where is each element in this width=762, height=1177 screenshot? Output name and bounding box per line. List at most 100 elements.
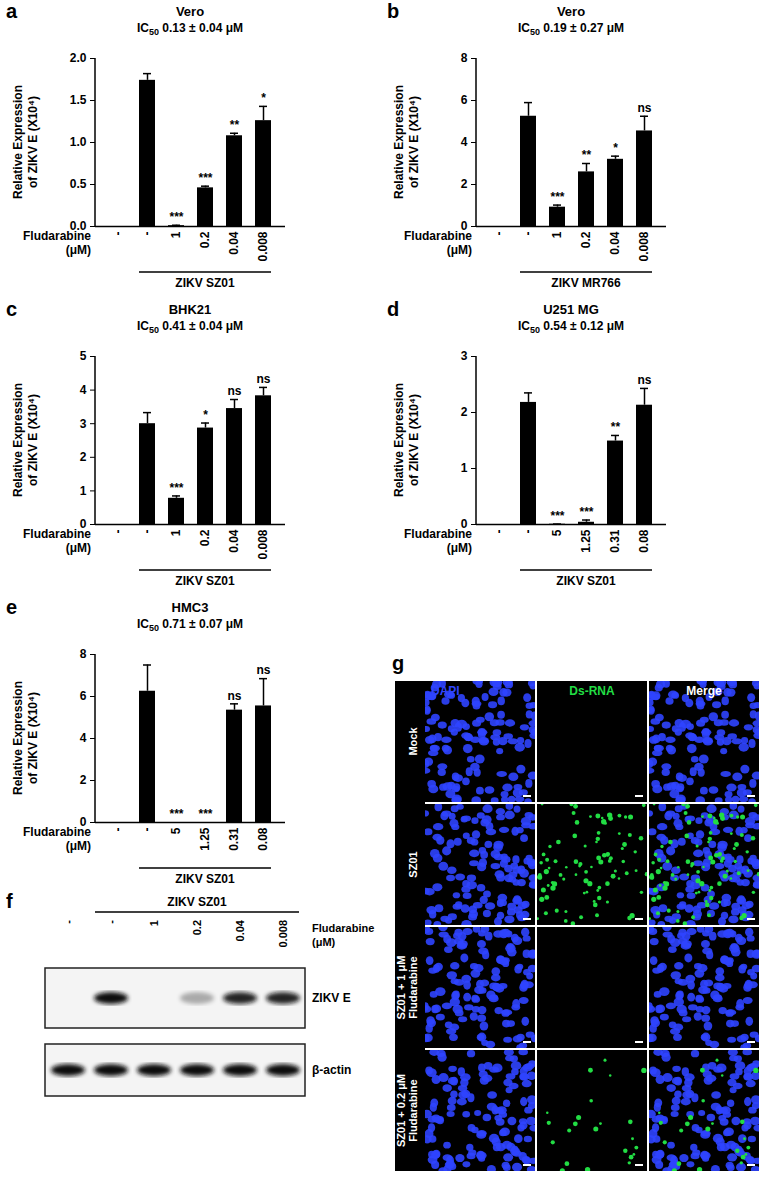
svg-text:1.0: 1.0: [70, 135, 87, 149]
svg-text:ns: ns: [227, 689, 241, 703]
svg-text:0.5: 0.5: [70, 177, 87, 191]
svg-text:**: **: [230, 118, 240, 132]
svg-text:0.008: 0.008: [637, 231, 651, 261]
svg-text:-: -: [140, 530, 154, 534]
svg-text:1: 1: [80, 484, 87, 498]
svg-text:4: 4: [80, 383, 87, 397]
svg-text:β-actin: β-actin: [312, 1063, 351, 1077]
svg-text:4: 4: [80, 731, 87, 745]
svg-text:ns: ns: [256, 372, 270, 386]
svg-text:ns: ns: [637, 101, 651, 115]
svg-text:0.31: 0.31: [608, 529, 622, 553]
svg-text:Relative Expression: Relative Expression: [11, 383, 25, 497]
svg-text:**: **: [611, 420, 621, 434]
svg-text:-: -: [140, 828, 154, 832]
svg-text:Ds-RNA: Ds-RNA: [569, 684, 615, 698]
svg-text:ZIKV SZ01: ZIKV SZ01: [175, 872, 235, 886]
svg-text:-: -: [111, 232, 125, 236]
svg-text:0.2: 0.2: [198, 529, 212, 546]
svg-text:0.04: 0.04: [227, 529, 241, 553]
svg-text:1: 1: [461, 461, 468, 475]
svg-text:2: 2: [80, 450, 87, 464]
svg-text:0.08: 0.08: [637, 529, 651, 553]
svg-text:ZIKV SZ01: ZIKV SZ01: [167, 895, 227, 909]
svg-text:ZIKV E: ZIKV E: [312, 991, 351, 1005]
svg-text:Mock: Mock: [407, 727, 419, 756]
svg-text:Relative Expression: Relative Expression: [392, 383, 406, 497]
svg-text:g: g: [392, 652, 404, 674]
svg-text:Fludarabine: Fludarabine: [404, 229, 472, 243]
svg-text:Relative Expression: Relative Expression: [11, 85, 25, 199]
svg-text:(μM): (μM): [66, 541, 91, 555]
svg-text:0.08: 0.08: [256, 827, 270, 851]
svg-text:SZ01 + 0.2 μM: SZ01 + 0.2 μM: [395, 1074, 407, 1147]
svg-text:SZ01: SZ01: [407, 851, 419, 877]
svg-text:Fludarabine: Fludarabine: [407, 956, 419, 1018]
svg-text:Fludarabine: Fludarabine: [23, 527, 91, 541]
svg-text:ZIKV SZ01: ZIKV SZ01: [556, 574, 616, 588]
svg-text:Fludarabine: Fludarabine: [23, 229, 91, 243]
svg-text:***: ***: [550, 509, 564, 523]
svg-text:-: -: [62, 920, 74, 924]
svg-text:f: f: [6, 890, 13, 912]
svg-text:6: 6: [80, 689, 87, 703]
svg-text:SZ01 + 1 μM: SZ01 + 1 μM: [395, 956, 407, 1020]
svg-text:8: 8: [461, 51, 468, 65]
svg-text:ns: ns: [637, 373, 651, 387]
svg-text:2: 2: [461, 177, 468, 191]
svg-text:(μM): (μM): [447, 243, 472, 257]
svg-text:Relative Expression: Relative Expression: [392, 85, 406, 199]
svg-text:***: ***: [169, 807, 183, 821]
svg-text:DAPI: DAPI: [431, 684, 460, 698]
svg-text:0.04: 0.04: [234, 919, 246, 941]
svg-text:0.008: 0.008: [277, 920, 289, 948]
svg-text:5: 5: [550, 529, 564, 536]
svg-text:1: 1: [550, 231, 564, 238]
svg-text:ns: ns: [256, 663, 270, 677]
svg-text:-: -: [521, 530, 535, 534]
svg-text:0.04: 0.04: [227, 231, 241, 255]
svg-text:***: ***: [169, 210, 183, 224]
svg-text:0.008: 0.008: [256, 231, 270, 261]
svg-text:8: 8: [80, 647, 87, 661]
svg-text:0.04: 0.04: [608, 231, 622, 255]
svg-text:-: -: [492, 530, 506, 534]
svg-text:ZIKV SZ01: ZIKV SZ01: [175, 276, 235, 290]
svg-text:-: -: [111, 530, 125, 534]
svg-text:Fludarabine: Fludarabine: [407, 1079, 419, 1141]
svg-text:(μM): (μM): [312, 936, 336, 948]
svg-text:of ZIKV E (X10⁴): of ZIKV E (X10⁴): [26, 96, 40, 188]
svg-text:(μM): (μM): [66, 839, 91, 853]
svg-text:5: 5: [80, 349, 87, 363]
svg-text:1: 1: [148, 920, 160, 926]
svg-text:***: ***: [198, 807, 212, 821]
svg-text:-: -: [492, 232, 506, 236]
svg-text:of ZIKV E (X10⁴): of ZIKV E (X10⁴): [407, 96, 421, 188]
svg-text:0.008: 0.008: [256, 529, 270, 559]
svg-text:1: 1: [169, 529, 183, 536]
svg-text:2.0: 2.0: [70, 51, 87, 65]
svg-text:-: -: [105, 920, 117, 924]
svg-text:4: 4: [461, 135, 468, 149]
svg-text:***: ***: [169, 481, 183, 495]
svg-text:3: 3: [461, 349, 468, 363]
svg-text:Relative Expression: Relative Expression: [11, 681, 25, 795]
svg-text:Fludarabine: Fludarabine: [23, 825, 91, 839]
svg-text:***: ***: [198, 171, 212, 185]
svg-text:0.2: 0.2: [198, 231, 212, 248]
svg-text:*: *: [203, 408, 208, 422]
svg-text:-: -: [140, 232, 154, 236]
svg-text:ZIKV SZ01: ZIKV SZ01: [175, 574, 235, 588]
svg-text:0.2: 0.2: [191, 920, 203, 935]
svg-text:*: *: [613, 141, 618, 155]
svg-text:ns: ns: [227, 384, 241, 398]
svg-text:(μM): (μM): [66, 243, 91, 257]
svg-text:2: 2: [80, 773, 87, 787]
svg-text:3: 3: [80, 417, 87, 431]
svg-text:***: ***: [579, 505, 593, 519]
svg-text:Fludarabine: Fludarabine: [312, 922, 374, 934]
svg-text:1.25: 1.25: [579, 529, 593, 553]
svg-text:of ZIKV E (X10⁴): of ZIKV E (X10⁴): [26, 394, 40, 486]
svg-text:of ZIKV E (X10⁴): of ZIKV E (X10⁴): [26, 692, 40, 784]
svg-text:***: ***: [550, 190, 564, 204]
